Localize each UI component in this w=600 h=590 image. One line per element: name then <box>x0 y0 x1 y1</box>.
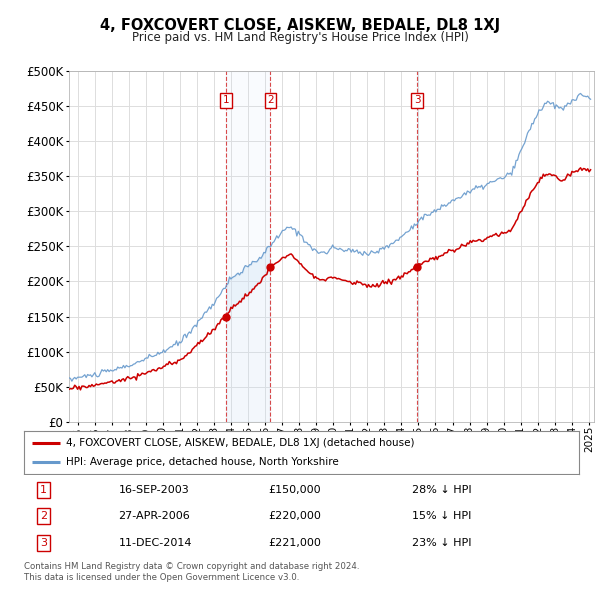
Text: 4, FOXCOVERT CLOSE, AISKEW, BEDALE, DL8 1XJ (detached house): 4, FOXCOVERT CLOSE, AISKEW, BEDALE, DL8 … <box>65 438 414 448</box>
Text: 2: 2 <box>40 512 47 521</box>
Text: 11-DEC-2014: 11-DEC-2014 <box>118 537 192 548</box>
Text: 16-SEP-2003: 16-SEP-2003 <box>118 485 189 495</box>
Text: 1: 1 <box>40 485 47 495</box>
Text: 15% ↓ HPI: 15% ↓ HPI <box>413 512 472 521</box>
Text: Price paid vs. HM Land Registry's House Price Index (HPI): Price paid vs. HM Land Registry's House … <box>131 31 469 44</box>
Text: 23% ↓ HPI: 23% ↓ HPI <box>413 537 472 548</box>
Text: Contains HM Land Registry data © Crown copyright and database right 2024.: Contains HM Land Registry data © Crown c… <box>24 562 359 571</box>
Text: 3: 3 <box>40 537 47 548</box>
Text: 27-APR-2006: 27-APR-2006 <box>118 512 190 521</box>
Text: 28% ↓ HPI: 28% ↓ HPI <box>413 485 472 495</box>
Bar <box>226 71 271 422</box>
Text: 4, FOXCOVERT CLOSE, AISKEW, BEDALE, DL8 1XJ: 4, FOXCOVERT CLOSE, AISKEW, BEDALE, DL8 … <box>100 18 500 32</box>
Text: 3: 3 <box>414 96 421 105</box>
Text: This data is licensed under the Open Government Licence v3.0.: This data is licensed under the Open Gov… <box>24 573 299 582</box>
Text: 1: 1 <box>223 96 229 105</box>
Bar <box>417 71 418 422</box>
Text: 2: 2 <box>267 96 274 105</box>
Text: £150,000: £150,000 <box>268 485 321 495</box>
Text: £221,000: £221,000 <box>268 537 321 548</box>
Text: HPI: Average price, detached house, North Yorkshire: HPI: Average price, detached house, Nort… <box>65 457 338 467</box>
Text: £220,000: £220,000 <box>268 512 321 521</box>
